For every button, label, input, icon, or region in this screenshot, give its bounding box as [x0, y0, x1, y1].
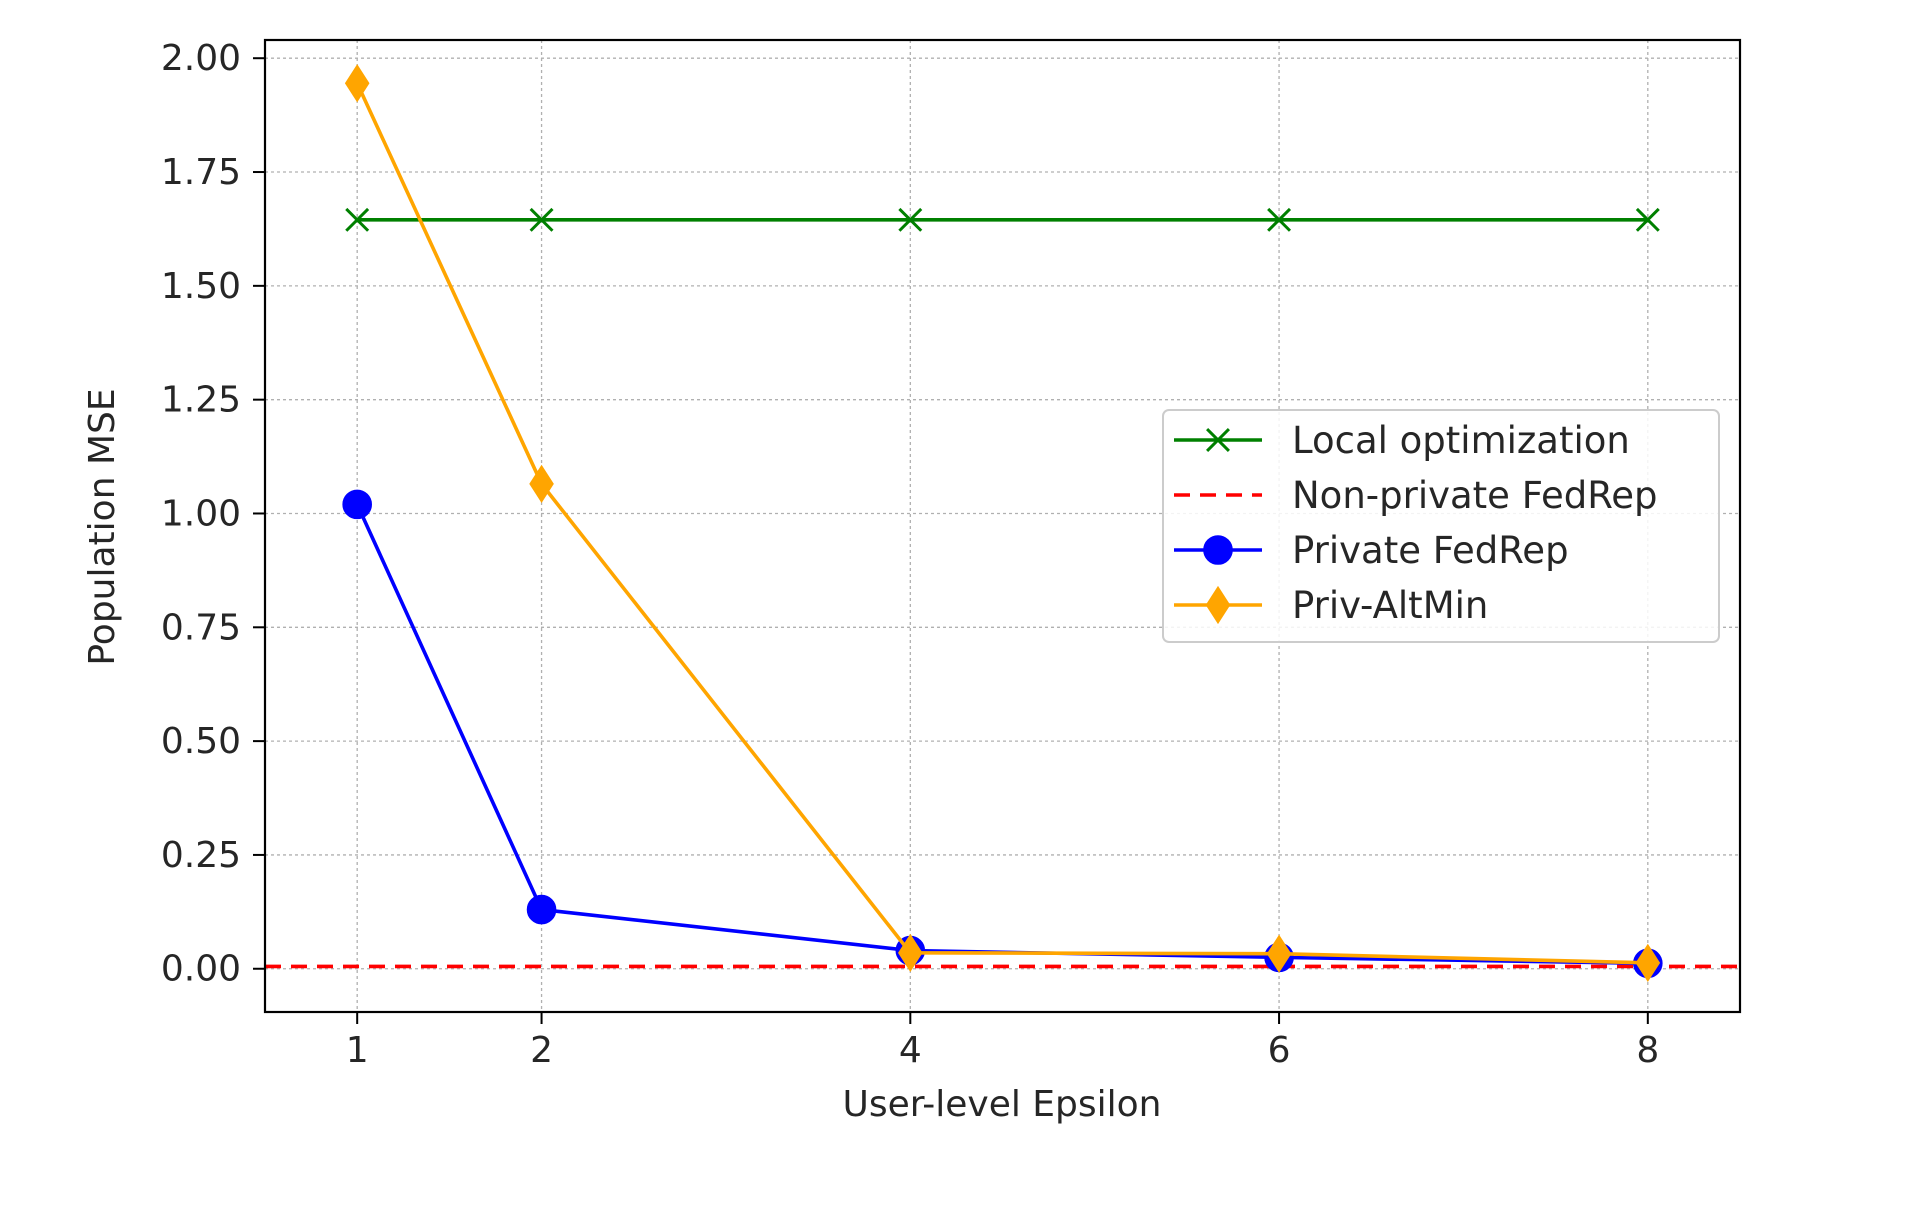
legend-label: Priv-AltMin: [1292, 584, 1488, 627]
data-point-local-optimization: [1635, 207, 1660, 232]
data-point-private-fedrep: [342, 489, 372, 520]
ticks-layer: 1 2 4 6 8 0.00 0.25 0.50 0.75 1.00 1.25 1.50 1.75 2.0…: [161, 38, 1659, 1071]
legend-item-non-private-fedrep: Non-private FedRep: [1174, 474, 1658, 517]
data-point-local-optimization: [529, 207, 554, 232]
legend: Local optimization Non-private FedRep Priv…: [1162, 409, 1720, 643]
x-tick-label: 4: [899, 1030, 922, 1071]
y-axis-label: Population MSE: [82, 388, 123, 665]
legend-marker: [1205, 585, 1231, 625]
x-axis-label: User-level Epsilon: [843, 1084, 1162, 1125]
legend-box: [1162, 409, 1720, 643]
y-tick-label: 1.00: [161, 493, 241, 534]
y-tick-label: 0.50: [161, 721, 241, 762]
legend-label: Private FedRep: [1292, 529, 1569, 572]
x-tick-label: 8: [1636, 1030, 1659, 1071]
data-point-priv-altmin: [898, 933, 923, 972]
x-tick-label: 6: [1268, 1030, 1291, 1071]
y-tick-label: 0.75: [161, 607, 241, 648]
y-tick-label: 0.00: [161, 949, 241, 990]
series-layer: [265, 64, 1740, 982]
legend-label: Non-private FedRep: [1292, 474, 1658, 517]
y-tick-label: 1.25: [161, 380, 241, 421]
legend-label: Local optimization: [1292, 419, 1630, 462]
x-tick-label: 1: [346, 1030, 369, 1071]
y-tick-label: 0.25: [161, 835, 241, 876]
series-priv-altmin: [344, 64, 1661, 982]
data-point-local-optimization: [1267, 207, 1292, 232]
x-tick-label: 2: [530, 1030, 553, 1071]
y-tick-label: 1.75: [161, 152, 241, 193]
legend-item-priv-altmin: Priv-AltMin: [1174, 584, 1488, 627]
y-tick-label: 1.50: [161, 266, 241, 307]
y-tick-label: 2.00: [161, 38, 241, 79]
series-local-optimization: [345, 207, 1660, 232]
data-point-priv-altmin: [1266, 934, 1292, 973]
legend-marker: [1206, 428, 1230, 452]
data-point-priv-altmin: [1635, 943, 1661, 982]
data-point-priv-altmin: [529, 464, 554, 504]
legend-marker: [1203, 535, 1233, 565]
plot-frame: [263, 38, 1742, 1014]
data-point-private-fedrep: [526, 894, 557, 925]
legend-item-local-optimization: Local optimization: [1174, 419, 1630, 462]
data-point-local-optimization: [345, 207, 370, 232]
data-point-local-optimization: [898, 207, 923, 232]
data-point-priv-altmin: [344, 64, 370, 103]
legend-item-private-fedrep: Private FedRep: [1174, 529, 1569, 572]
